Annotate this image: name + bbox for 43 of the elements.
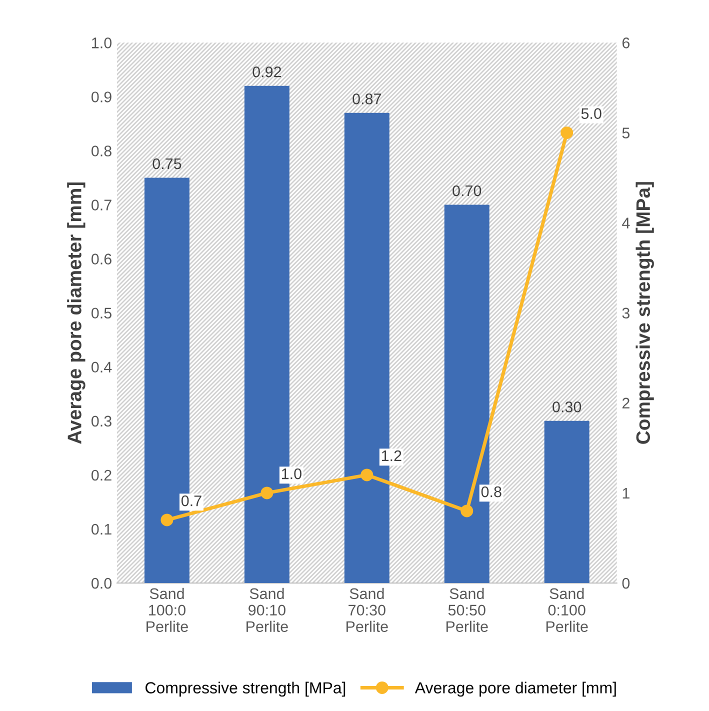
y-tick-label: 1.0 xyxy=(92,38,112,48)
x-tick-label: Sand 100:0 Perlite xyxy=(146,588,188,632)
point xyxy=(460,504,474,518)
y2-tick-label: 6 xyxy=(622,38,630,48)
x-tick-label: Sand 70:30 Perlite xyxy=(346,588,388,632)
y2-tick-label: 3 xyxy=(622,308,630,319)
y2-tick-label: 5 xyxy=(622,128,630,138)
data-label: 0.70 xyxy=(452,185,482,196)
x-tick-label: Sand 0:100 Perlite xyxy=(546,588,588,632)
y-tick-label: 0.4 xyxy=(91,362,112,373)
y-tick-label: 0.0 xyxy=(91,578,112,589)
point xyxy=(360,468,374,482)
x-tick-label: Sand 50:50 Perlite xyxy=(446,588,488,632)
data-label: 0.30 xyxy=(552,402,582,412)
x-tick-label: Sand 90:10 Perlite xyxy=(246,588,288,632)
point xyxy=(160,514,174,526)
data-label: 0.87 xyxy=(352,94,382,104)
data-label: 0.7 xyxy=(181,495,202,506)
y-tick-label: 0.1 xyxy=(91,524,112,535)
y2-axis-title: Compressive strength [MPa] xyxy=(636,182,654,444)
y2-tick-label: 0 xyxy=(622,578,630,589)
data-label: 1.2 xyxy=(382,450,402,462)
y-tick-label: 0.6 xyxy=(91,254,112,264)
legend-label: Compressive strength [MPa] xyxy=(146,682,346,697)
y-tick-label: 0.2 xyxy=(91,470,112,481)
y-axis-title: Average pore diameter [mm] xyxy=(67,182,86,444)
y2-tick-label: 2 xyxy=(622,398,630,408)
y-tick-label: 0.8 xyxy=(91,146,112,156)
data-label: 0.8 xyxy=(481,486,502,498)
data-label: 0.75 xyxy=(152,158,182,170)
data-label: 5.0 xyxy=(581,108,602,119)
y-tick-label: 0.7 xyxy=(91,200,112,210)
y2-tick-label: 4 xyxy=(622,218,630,228)
y-tick-label: 0.9 xyxy=(91,92,112,102)
y-tick-label: 0.5 xyxy=(91,308,112,319)
data-label: 0.92 xyxy=(252,66,282,78)
y-tick-label: 0.3 xyxy=(91,416,112,427)
legend-label: Average pore diameter [mm] xyxy=(414,682,616,697)
point xyxy=(260,486,274,500)
point xyxy=(560,126,574,139)
data-label: 1.0 xyxy=(282,468,302,480)
bar xyxy=(544,420,590,584)
y2-tick-label: 1 xyxy=(622,488,630,498)
